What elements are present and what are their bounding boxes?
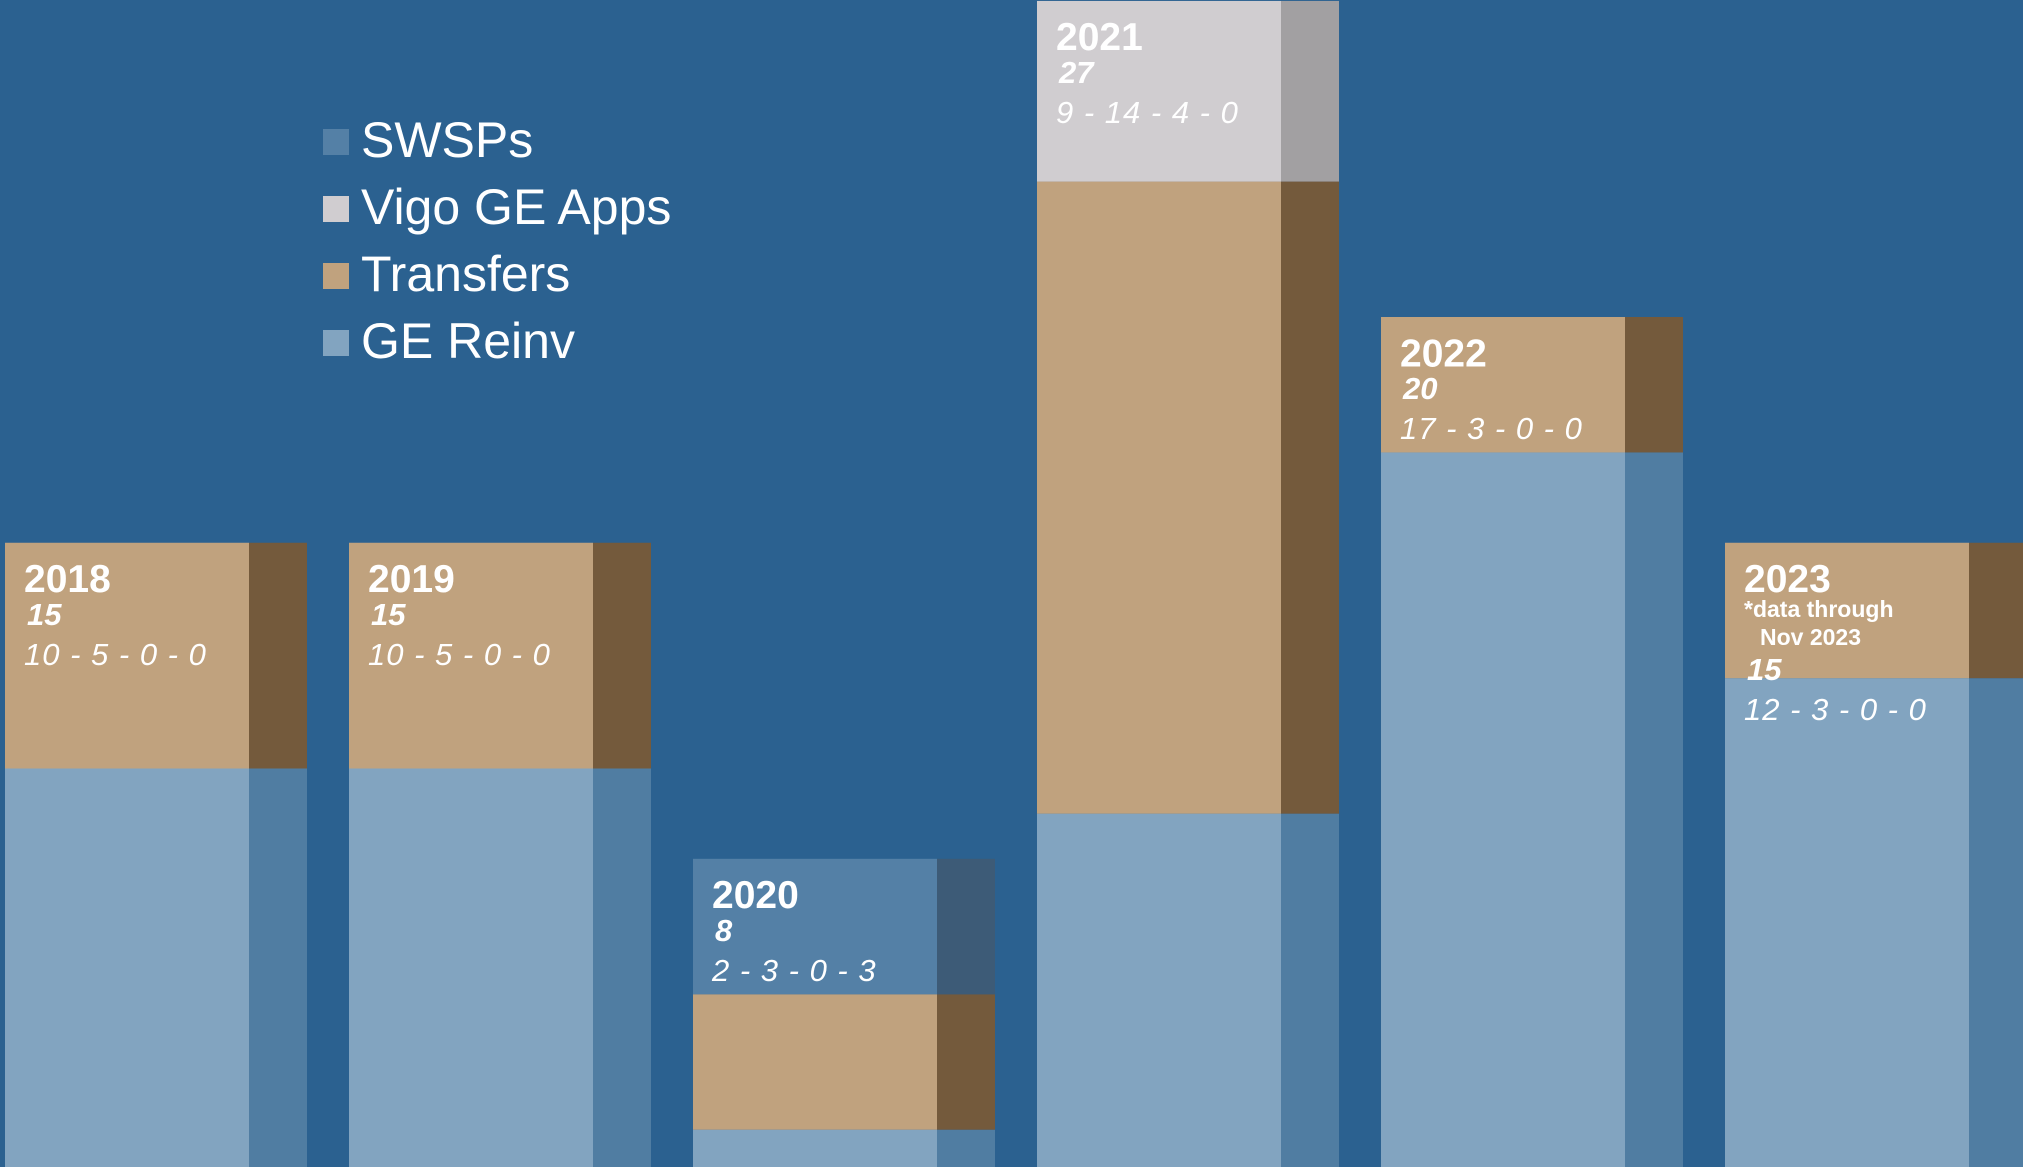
bar-segment — [349, 768, 593, 1167]
bar-side — [1281, 181, 1339, 814]
bar-segment — [5, 542, 249, 769]
year-label: 2021 — [1056, 16, 1143, 59]
legend-label: GE Reinv — [361, 313, 575, 369]
bar-side — [937, 858, 995, 995]
year-label: 2023 — [1744, 558, 1831, 601]
bar-segment — [1725, 678, 1969, 1167]
bar-side — [1625, 452, 1683, 1167]
bar-segment — [1037, 813, 1281, 1167]
total-label: 20 — [1402, 371, 1437, 406]
bar-side — [937, 1129, 995, 1167]
bar-side — [593, 542, 651, 769]
year-label: 2022 — [1400, 332, 1487, 375]
legend-label: Transfers — [361, 246, 570, 302]
total-label: 27 — [1058, 55, 1095, 90]
bar-segment — [1037, 0, 1281, 182]
breakdown-label: 12 - 3 - 0 - 0 — [1744, 692, 1927, 727]
bar-side — [1281, 0, 1339, 182]
bar-segment — [1381, 452, 1625, 1167]
year-label: 2019 — [368, 558, 455, 601]
breakdown-label: 9 - 14 - 4 - 0 — [1056, 95, 1239, 130]
bar-segment — [693, 858, 937, 995]
breakdown-label: 17 - 3 - 0 - 0 — [1400, 411, 1583, 446]
bar-side — [1281, 813, 1339, 1167]
bar-segment — [693, 1129, 937, 1167]
total-label: 15 — [27, 597, 62, 632]
bar-segment — [1725, 542, 1969, 679]
bar-segment — [693, 994, 937, 1130]
bar-side — [593, 768, 651, 1167]
bar-side — [937, 994, 995, 1130]
legend-swatch — [323, 196, 349, 222]
total-label: 15 — [1747, 652, 1782, 687]
bar-side — [1969, 542, 2023, 679]
year-label: 2020 — [712, 874, 799, 917]
bar-side — [1625, 317, 1683, 453]
bar-segment — [349, 542, 593, 769]
bar-segment — [5, 768, 249, 1167]
legend-swatch — [323, 330, 349, 356]
breakdown-label: 10 - 5 - 0 - 0 — [24, 637, 207, 672]
annotation: *data through — [1744, 596, 1894, 622]
total-label: 15 — [371, 597, 406, 632]
legend-label: SWSPs — [361, 112, 533, 168]
year-label: 2018 — [24, 558, 111, 601]
legend-label: Vigo GE Apps — [361, 179, 671, 235]
bar-segment — [1381, 317, 1625, 453]
breakdown-label: 10 - 5 - 0 - 0 — [368, 637, 551, 672]
bar-side — [1969, 678, 2023, 1167]
bar-side — [249, 542, 307, 769]
legend-swatch — [323, 263, 349, 289]
bar-segment — [1037, 181, 1281, 814]
breakdown-label: 2 - 3 - 0 - 3 — [711, 953, 877, 988]
legend-swatch — [323, 129, 349, 155]
total-label: 8 — [715, 913, 733, 948]
annotation: Nov 2023 — [1760, 624, 1861, 650]
bar-side — [249, 768, 307, 1167]
